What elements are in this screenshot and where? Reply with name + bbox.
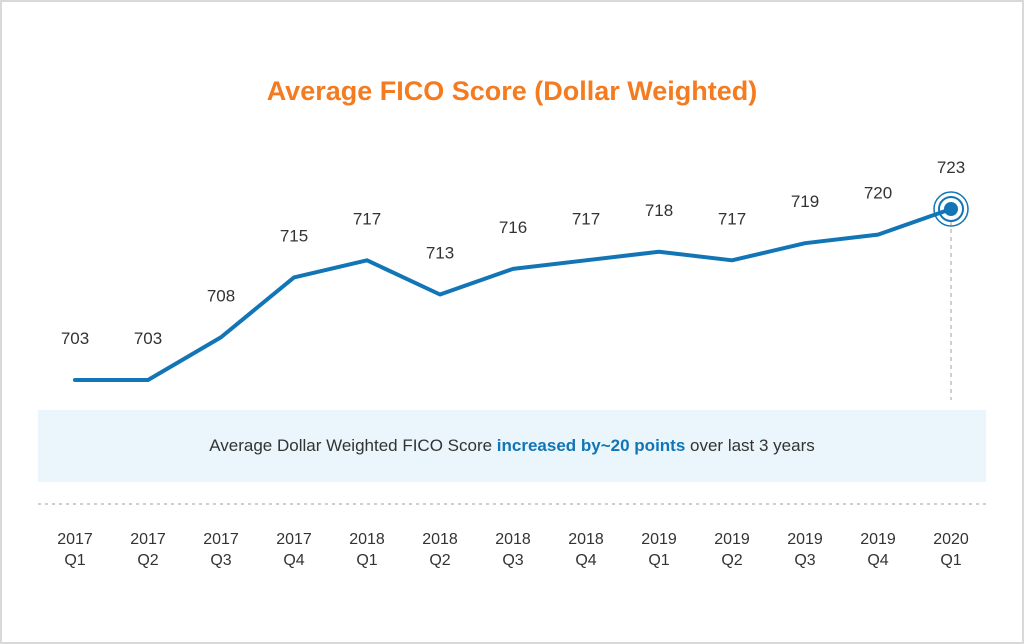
x-tick-year: 2020 (933, 531, 969, 548)
x-tick-quarter: Q3 (210, 552, 231, 569)
x-tick-label: 2017 Q3 (203, 531, 239, 569)
x-tick-label: 2019 Q4 (860, 531, 896, 569)
x-tick-year: 2017 (276, 531, 312, 548)
x-tick-label: 2019 Q3 (787, 531, 823, 569)
x-tick-quarter: Q4 (867, 552, 888, 569)
data-label: 717 (572, 209, 600, 228)
x-tick-year: 2018 (495, 531, 531, 548)
data-label: 708 (207, 286, 235, 305)
x-tick-label: 2019 Q2 (714, 531, 750, 569)
data-label: 723 (937, 158, 965, 177)
x-tick-quarter: Q1 (940, 552, 961, 569)
x-tick-year: 2019 (714, 531, 750, 548)
annotation-banner: Average Dollar Weighted FICO Score incre… (38, 410, 986, 482)
data-label: 713 (426, 244, 454, 263)
x-tick-year: 2017 (130, 531, 166, 548)
x-tick-label: 2017 Q2 (130, 531, 166, 569)
x-tick-quarter: Q4 (283, 552, 304, 569)
x-tick-quarter: Q3 (502, 552, 523, 569)
x-tick-quarter: Q4 (575, 552, 596, 569)
data-label: 716 (499, 218, 527, 237)
x-tick-year: 2019 (641, 531, 677, 548)
x-tick-year: 2017 (203, 531, 239, 548)
x-tick-label: 2017 Q1 (57, 531, 93, 569)
annotation-highlight: increased by~20 points (496, 436, 686, 455)
x-tick-quarter: Q3 (794, 552, 815, 569)
x-tick-quarter: Q2 (429, 552, 450, 569)
data-label: 720 (864, 184, 892, 203)
data-label: 717 (353, 209, 381, 228)
x-tick-label: 2018 Q3 (495, 531, 531, 569)
data-label: 719 (791, 192, 819, 211)
annotation-text: Average Dollar Weighted FICO Score incre… (38, 436, 986, 456)
x-tick-year: 2019 (860, 531, 896, 548)
x-tick-label: 2017 Q4 (276, 531, 312, 569)
data-label: 718 (645, 201, 673, 220)
data-label: 717 (718, 209, 746, 228)
highlight-ring-inner (938, 196, 964, 222)
x-tick-year: 2018 (349, 531, 385, 548)
data-label: 703 (134, 329, 162, 348)
x-tick-label: 2018 Q4 (568, 531, 604, 569)
x-tick-label: 2018 Q2 (422, 531, 458, 569)
highlight-ring-outer (933, 191, 969, 227)
x-tick-quarter: Q2 (721, 552, 742, 569)
x-tick-year: 2018 (422, 531, 458, 548)
x-tick-year: 2017 (57, 531, 93, 548)
annotation-text-before: Average Dollar Weighted FICO Score (209, 436, 497, 455)
x-tick-label: 2020 Q1 (933, 531, 969, 569)
data-label: 715 (280, 226, 308, 245)
series-line (73, 207, 953, 382)
x-tick-label: 2019 Q1 (641, 531, 677, 569)
chart-title: Average FICO Score (Dollar Weighted) (266, 76, 758, 106)
x-tick-quarter: Q2 (137, 552, 158, 569)
x-tick-year: 2019 (787, 531, 823, 548)
data-label: 703 (61, 329, 89, 348)
x-tick-label: 2018 Q1 (349, 531, 385, 569)
highlight-point (944, 202, 958, 216)
x-tick-quarter: Q1 (64, 552, 85, 569)
x-tick-quarter: Q1 (648, 552, 669, 569)
x-tick-year: 2018 (568, 531, 604, 548)
annotation-text-after: over last 3 years (685, 436, 815, 455)
x-tick-quarter: Q1 (356, 552, 377, 569)
